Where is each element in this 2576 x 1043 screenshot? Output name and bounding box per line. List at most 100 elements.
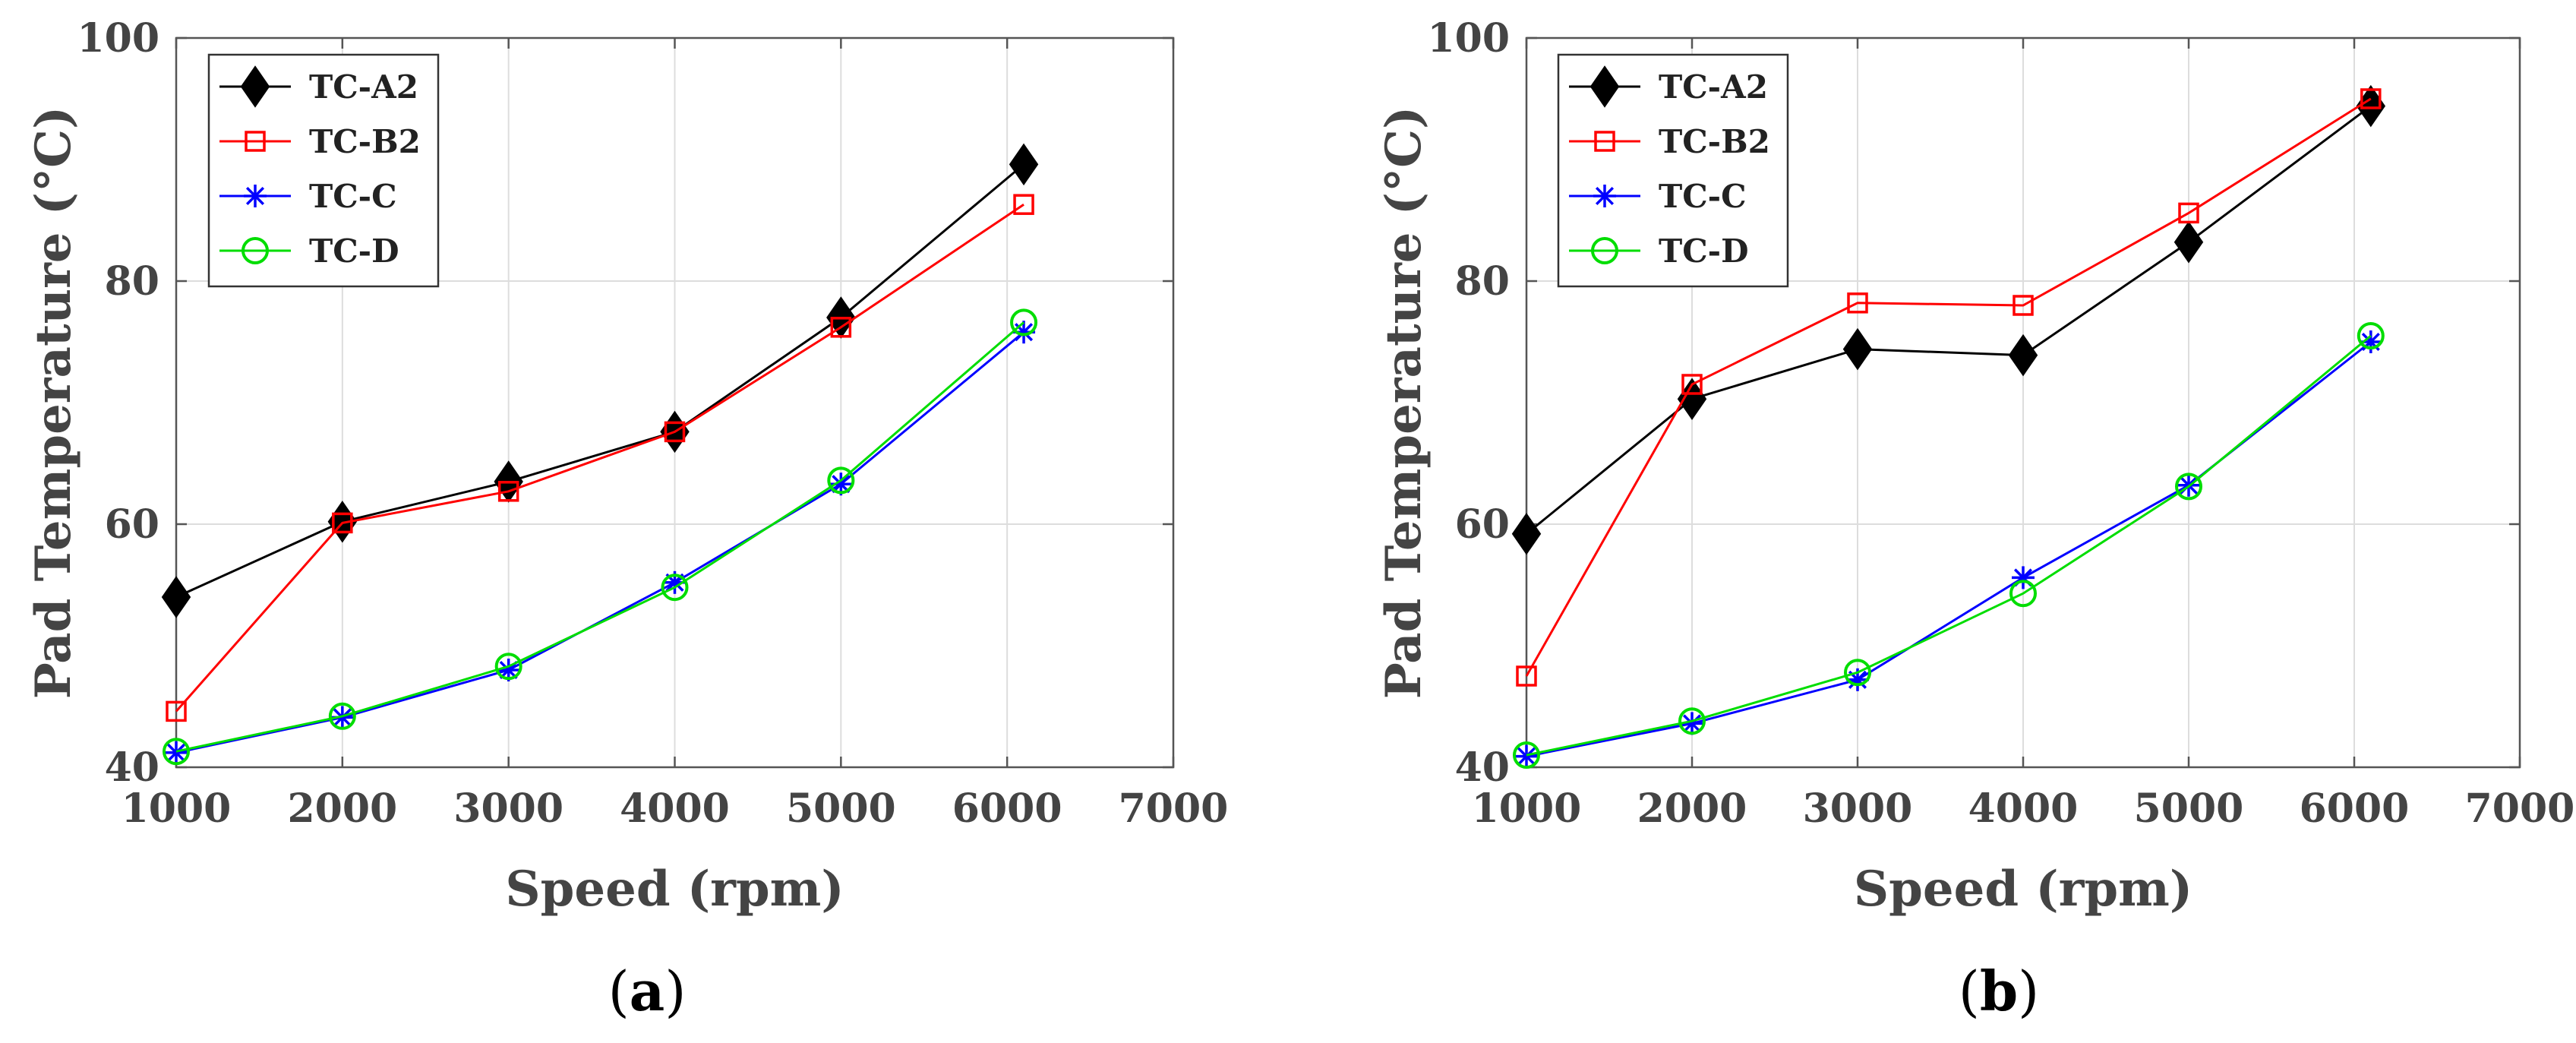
y-tick-label: 40 [105, 744, 159, 791]
data-point [1844, 659, 1871, 687]
y-tick-label: 40 [1455, 744, 1510, 791]
x-tick-label: 4000 [620, 785, 730, 832]
data-point [1678, 707, 1706, 735]
data-point [328, 702, 356, 730]
data-point [161, 576, 191, 618]
data-point [332, 512, 353, 534]
series-line [175, 203, 1024, 713]
data-point [1515, 744, 1538, 768]
legend-marker [1594, 131, 1615, 152]
chart-panel-b: 1000 2000 3000 4000 5000 6000 7000 40 60 80 100 Spe… [1375, 15, 2574, 918]
series-line [175, 163, 1025, 599]
y-tick-label: 80 [105, 258, 159, 305]
chart-panel-a: 1000 2000 3000 4000 5000 6000 7000 40 60 80 100 Spe… [25, 15, 1228, 918]
legend-marker [1591, 237, 1618, 264]
legend: TC-A2 TC-B2 TC-C TC-D [1557, 53, 1789, 288]
legend-marker [240, 65, 270, 108]
series-tc-a2 [1511, 84, 2386, 555]
legend-marker [244, 185, 267, 207]
legend-item: TC-C [219, 178, 397, 215]
legend-label: TC-A2 [309, 68, 418, 106]
legend-marker [242, 237, 269, 264]
caption-a: (a) [608, 959, 687, 1023]
x-tick-label: 6000 [952, 785, 1062, 832]
legend-item: TC-C [1569, 178, 1747, 215]
data-point [497, 481, 519, 502]
data-point [494, 653, 522, 681]
data-point [1681, 712, 1703, 735]
y-axis-label: Pad Temperature (°C) [25, 106, 82, 700]
data-point [2012, 295, 2034, 316]
data-point [1511, 513, 1542, 555]
data-point [165, 741, 188, 764]
series-line [1526, 334, 2372, 757]
x-tick-label: 6000 [2300, 785, 2410, 832]
x-axis-label: Speed (rpm) [1854, 861, 2192, 918]
legend-item: TC-B2 [219, 123, 421, 160]
x-tick-label: 3000 [1803, 785, 1913, 832]
series-tc-b2 [1516, 88, 2382, 687]
data-point [661, 574, 689, 602]
legend-label: TC-B2 [309, 123, 421, 160]
series-line [1526, 105, 2372, 535]
data-point [163, 738, 190, 766]
y-tick-label: 60 [1455, 501, 1510, 548]
data-point [1516, 665, 1537, 687]
x-tick-label: 5000 [2134, 785, 2244, 832]
data-point [1847, 292, 1868, 314]
legend: TC-A2 TC-B2 TC-C TC-D [207, 53, 440, 288]
data-point [166, 700, 187, 722]
y-tick-label: 60 [105, 501, 159, 548]
x-tick-label: 2000 [1637, 785, 1747, 832]
series-line [175, 321, 1025, 753]
data-point [2178, 202, 2199, 224]
legend-label: TC-B2 [1659, 123, 1770, 160]
x-tick-label: 7000 [1119, 785, 1229, 832]
x-tick-label: 3000 [453, 785, 564, 832]
data-point [1009, 143, 1039, 186]
legend-item: TC-B2 [1569, 123, 1770, 160]
series-tc-b2 [166, 194, 1034, 722]
data-point [827, 466, 855, 495]
data-point [1842, 327, 1873, 371]
legend-label: TC-C [1659, 178, 1747, 215]
y-tick-label: 100 [77, 15, 159, 62]
data-point [330, 706, 354, 729]
legend-marker [1593, 185, 1616, 207]
data-point [1681, 374, 1703, 395]
legend-item: TC-D [219, 232, 399, 270]
legend-label: TC-A2 [1659, 68, 1768, 106]
y-tick-label: 100 [1427, 15, 1510, 62]
data-point [1513, 741, 1540, 769]
data-point [2175, 473, 2202, 501]
x-axis-label: Speed (rpm) [505, 861, 844, 918]
data-point [830, 317, 852, 338]
data-point [2360, 88, 2382, 109]
data-point [664, 421, 686, 443]
x-tick-label: 7000 [2465, 785, 2575, 832]
data-point [2009, 580, 2037, 608]
x-tick-label: 5000 [786, 785, 896, 832]
legend-label: TC-C [309, 178, 397, 215]
y-tick-label: 80 [1455, 258, 1510, 305]
caption-b: (b) [1959, 959, 2040, 1023]
legend-item: TC-A2 [1569, 65, 1768, 108]
legend-label: TC-D [309, 232, 399, 270]
data-point [1013, 194, 1034, 215]
legend-item: TC-A2 [219, 65, 418, 108]
series-tc-d [1513, 322, 2385, 769]
data-point [2357, 322, 2385, 349]
legend-marker [245, 131, 266, 152]
data-point [1010, 308, 1038, 337]
x-tick-label: 4000 [1968, 785, 2079, 832]
legend-marker [1589, 65, 1620, 108]
series-tc-d [163, 308, 1038, 766]
legend-item: TC-D [1569, 232, 1749, 270]
x-tick-label: 2000 [287, 785, 397, 832]
data-point [2174, 221, 2204, 264]
data-point [2008, 333, 2038, 377]
series-line [1525, 97, 2372, 677]
x-tick-label: 1000 [1472, 785, 1582, 832]
x-tick-label: 1000 [122, 785, 232, 832]
